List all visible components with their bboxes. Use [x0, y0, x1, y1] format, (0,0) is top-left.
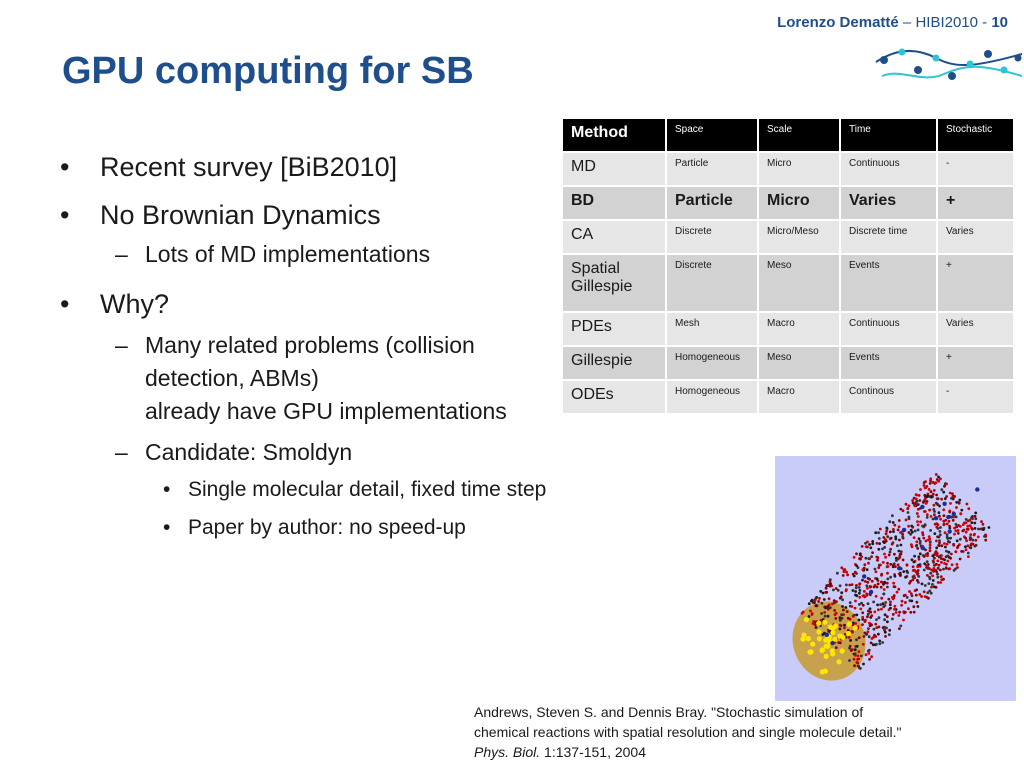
author-name: Lorenzo Dematté — [777, 14, 899, 31]
table-cell: Homogeneous — [665, 345, 759, 381]
bullet-marker: • — [163, 516, 171, 539]
table-cell: Events — [839, 253, 938, 313]
table-cell: CA — [561, 219, 667, 255]
citation-journal: Phys. Biol. — [474, 744, 541, 760]
column-header: Method — [561, 117, 667, 153]
header-separator: – — [898, 14, 916, 31]
bullet-why: • Why? — [60, 287, 620, 321]
header-credit: Lorenzo Dematté – HIBI2010 - 10 — [777, 14, 1008, 31]
bullet-text: Candidate: Smoldyn — [145, 439, 353, 465]
table-cell: Discrete — [665, 219, 759, 255]
table-cell: Mesh — [665, 311, 759, 347]
bullet-text: Recent survey [BiB2010] — [100, 152, 398, 182]
dash-marker: – — [115, 439, 128, 465]
table-cell: MD — [561, 151, 667, 187]
column-header: Stochastic — [936, 117, 1015, 153]
bullet-no-brownian: • No Brownian Dynamics — [60, 198, 620, 232]
table-row: MD Particle Micro Continuous - — [561, 151, 1015, 187]
bullet-text: Many related problems (collision detecti… — [145, 332, 507, 424]
table-cell: Gillespie — [561, 345, 667, 381]
bullet-text: No Brownian Dynamics — [100, 200, 381, 230]
table-row: ODEs Homogeneous Macro Continous - — [561, 379, 1015, 415]
slide-title: GPU computing for SB — [62, 50, 474, 92]
table-cell: Varies — [839, 185, 938, 221]
table-cell: BD — [561, 185, 667, 221]
methods-table: Method Space Scale Time Stochastic MD Pa… — [561, 117, 1015, 415]
table-cell: Discrete time — [839, 219, 938, 255]
table-cell: ODEs — [561, 379, 667, 415]
citation-ref: 1:137-151, 2004 — [540, 744, 647, 760]
table-cell: + — [936, 185, 1015, 221]
table-cell: PDEs — [561, 311, 667, 347]
table-cell: Meso — [757, 345, 841, 381]
table-cell: Varies — [936, 219, 1015, 255]
bullet-text: Paper by author: no speed-up — [188, 516, 466, 539]
table-cell: Continuous — [839, 151, 938, 187]
table-cell: Particle — [665, 185, 759, 221]
subbullet-smoldyn: – Candidate: Smoldyn — [115, 436, 620, 469]
subbullet-related-problems: – Many related problems (collision detect… — [115, 329, 620, 428]
column-header: Space — [665, 117, 759, 153]
bullet-marker: • — [60, 200, 70, 230]
bullet-marker: • — [60, 289, 70, 319]
table-cell: Events — [839, 345, 938, 381]
event-name: HIBI2010 - — [915, 14, 992, 31]
bullet-list: • Recent survey [BiB2010] • No Brownian Dy… — [60, 150, 620, 551]
table-row: CA Discrete Micro/Meso Discrete time Var… — [561, 219, 1015, 255]
table-cell: Meso — [757, 253, 841, 313]
table-header-row: Method Space Scale Time Stochastic — [561, 117, 1015, 153]
table-cell: - — [936, 379, 1015, 415]
bullet-text: Lots of MD implementations — [145, 241, 431, 267]
bullet-marker: • — [60, 152, 70, 182]
table-cell: Micro — [757, 185, 841, 221]
table-row: PDEs Mesh Macro Continuous Varies — [561, 311, 1015, 347]
subsubbullet-single-molecular: • Single molecular detail, fixed time ste… — [163, 475, 620, 505]
table-row: Gillespie Homogeneous Meso Events + — [561, 345, 1015, 381]
column-header: Time — [839, 117, 938, 153]
table-cell: Particle — [665, 151, 759, 187]
table-cell: Spatial Gillespie — [561, 253, 667, 313]
table-cell: Varies — [936, 311, 1015, 347]
table-row: Spatial Gillespie Discrete Meso Events + — [561, 253, 1015, 313]
dash-marker: – — [115, 332, 128, 358]
cylinder-particles-illustration — [792, 473, 991, 681]
network-logo-icon — [875, 48, 1023, 80]
table-cell: - — [936, 151, 1015, 187]
bullet-text: Why? — [100, 289, 170, 319]
bullet-text: Single molecular detail, fixed time step — [188, 478, 547, 501]
table-cell: Macro — [757, 379, 841, 415]
column-header: Scale — [757, 117, 841, 153]
table-row: BD Particle Micro Varies + — [561, 185, 1015, 221]
dash-marker: – — [115, 241, 128, 267]
citation: Andrews, Steven S. and Dennis Bray. "Sto… — [474, 702, 914, 762]
table-cell: + — [936, 345, 1015, 381]
page-number: 10 — [991, 14, 1008, 31]
table-cell: Continuous — [839, 311, 938, 347]
table-cell: Homogeneous — [665, 379, 759, 415]
table-cell: Macro — [757, 311, 841, 347]
citation-text: Andrews, Steven S. and Dennis Bray. "Sto… — [474, 704, 902, 740]
bullet-marker: • — [163, 478, 171, 501]
subsubbullet-no-speedup: • Paper by author: no speed-up — [163, 513, 620, 543]
smoldyn-simulation-image — [775, 456, 1016, 701]
table-cell: Continous — [839, 379, 938, 415]
table-cell: Discrete — [665, 253, 759, 313]
table-cell: Micro/Meso — [757, 219, 841, 255]
bullet-recent-survey: • Recent survey [BiB2010] — [60, 150, 620, 184]
table-cell: Micro — [757, 151, 841, 187]
table-cell: + — [936, 253, 1015, 313]
subbullet-md-implementations: – Lots of MD implementations — [115, 238, 620, 271]
